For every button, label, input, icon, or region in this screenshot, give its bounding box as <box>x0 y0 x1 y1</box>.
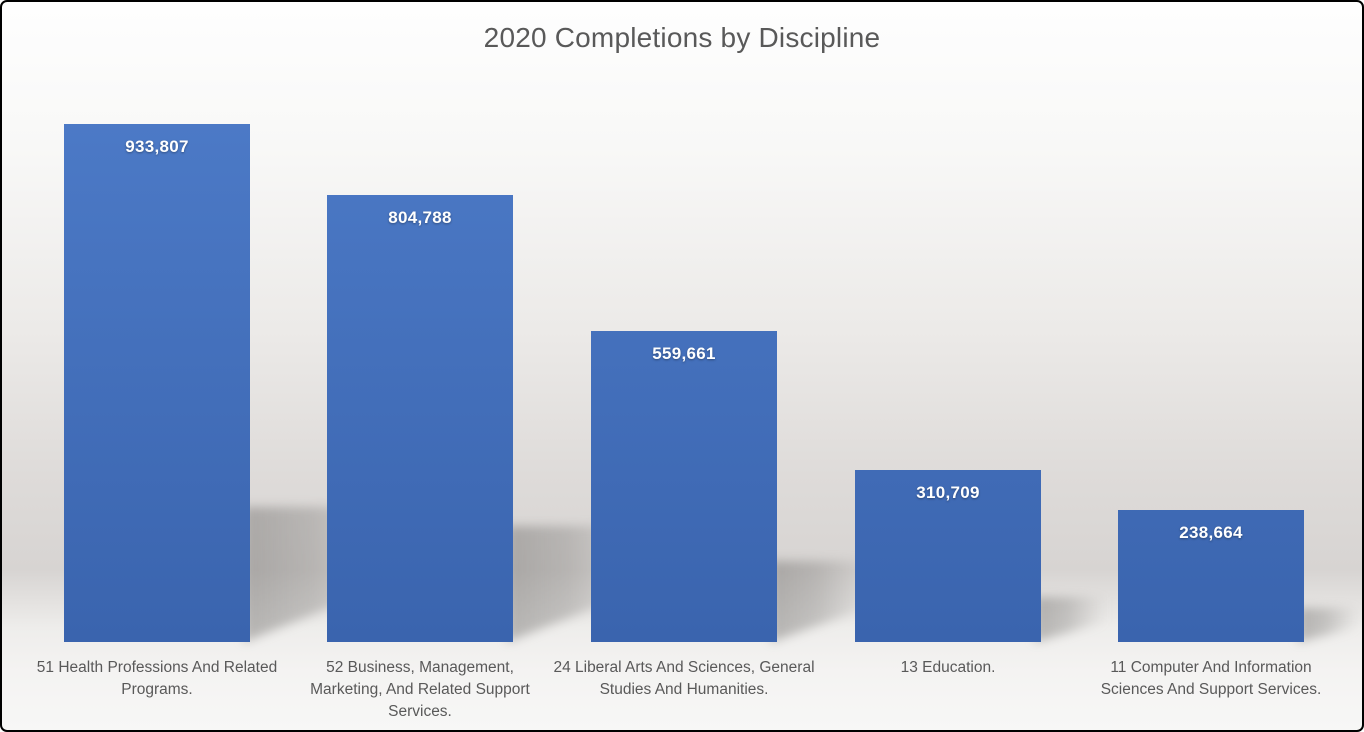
bar-value-label: 933,807 <box>125 137 189 156</box>
category-label: 13 Education. <box>900 659 996 676</box>
category-label: 24 Liberal Arts And Sciences, General St… <box>553 659 815 698</box>
bar-shadow <box>1298 608 1359 642</box>
chart-title: 2020 Completions by Discipline <box>483 22 881 53</box>
bar: 804,788 <box>327 195 513 642</box>
bar-value-label: 238,664 <box>1179 523 1243 542</box>
bar: 933,807 <box>64 124 250 642</box>
bar-shadow-shape <box>1035 597 1106 642</box>
bar-shadow <box>1035 597 1106 642</box>
bar-value-label: 559,661 <box>652 344 716 363</box>
bar: 238,664 <box>1118 510 1304 642</box>
bar-value-label: 310,709 <box>916 483 980 502</box>
category-label: 11 Computer And Information Sciences And… <box>1100 659 1322 698</box>
category-label: 51 Health Professions And Related Progra… <box>36 659 278 698</box>
bar-value-label: 804,788 <box>388 208 452 227</box>
bar-shadow-shape <box>1298 608 1359 642</box>
category-label: 52 Business, Management, Marketing, And … <box>310 659 530 720</box>
bar: 310,709 <box>855 470 1041 642</box>
bar: 559,661 <box>591 331 777 642</box>
